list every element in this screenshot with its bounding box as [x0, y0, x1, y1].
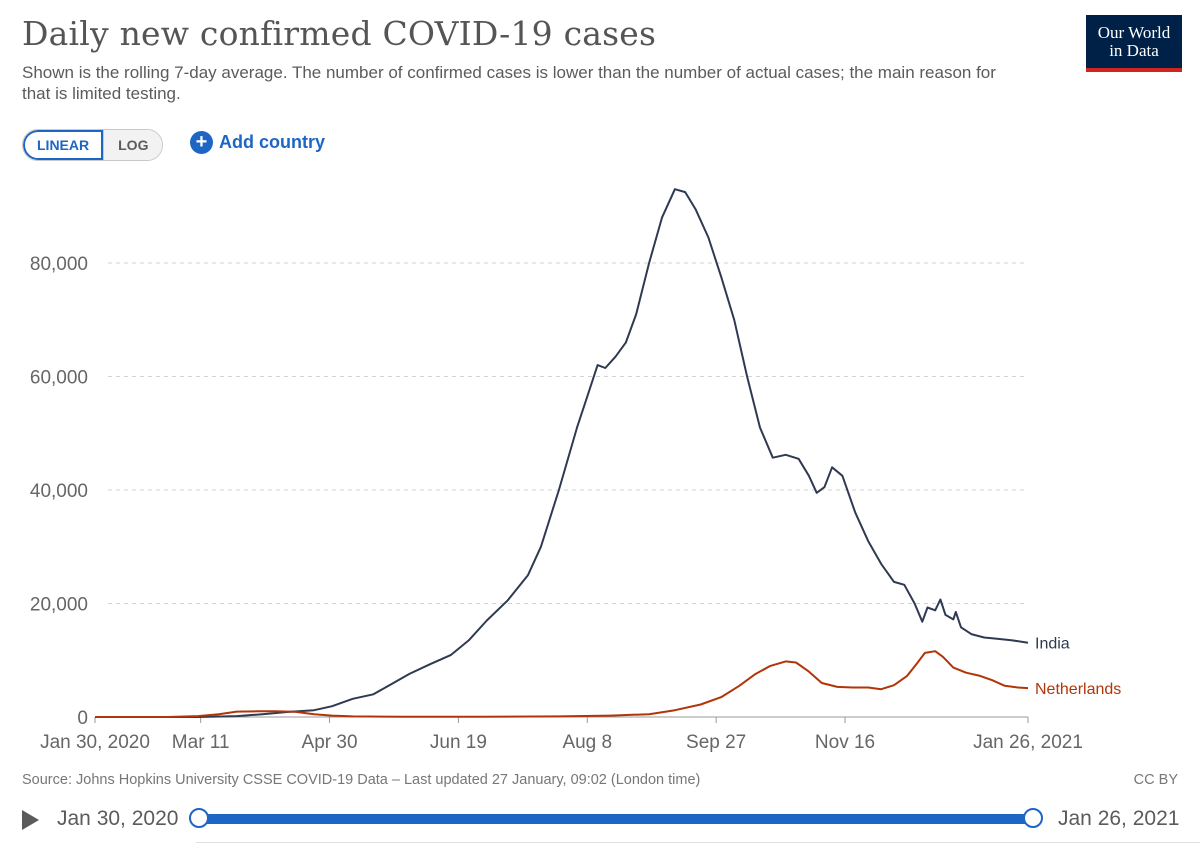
- series-labels: India Netherlands: [1035, 636, 1121, 698]
- y-axis-labels: 0 20,000 40,000 60,000 80,000: [30, 254, 88, 729]
- add-country-button[interactable]: + Add country: [190, 131, 325, 154]
- linear-scale-button[interactable]: LINEAR: [23, 130, 104, 160]
- x-tick-label: Apr 30: [302, 732, 358, 753]
- timeline-start-handle[interactable]: [189, 808, 209, 828]
- y-tick-label: 40,000: [30, 481, 88, 502]
- logo-line-2: in Data: [1109, 41, 1159, 60]
- timeline-divider: [196, 842, 1200, 843]
- series-lines: [95, 188, 1029, 718]
- play-icon[interactable]: [22, 810, 39, 830]
- x-tick-label: Nov 16: [815, 732, 875, 753]
- grid-lines: [94, 262, 1029, 723]
- series-label-india[interactable]: India: [1035, 636, 1070, 653]
- y-tick-label: 0: [77, 708, 88, 729]
- x-tick-label: Jan 30, 2020: [40, 732, 150, 753]
- y-tick-label: 60,000: [30, 368, 88, 389]
- chart-subtitle: Shown is the rolling 7-day average. The …: [22, 63, 996, 103]
- timeline-range-track[interactable]: [198, 814, 1034, 824]
- chart-title: Daily new confirmed COVID-19 cases: [22, 14, 657, 53]
- x-tick-label: Jan 26, 2021: [973, 732, 1083, 753]
- series-line-india[interactable]: [95, 188, 1029, 718]
- plus-circle-icon: +: [190, 131, 213, 154]
- timeline: Jan 30, 2020 Jan 26, 2021: [0, 798, 1200, 845]
- log-scale-button[interactable]: LOG: [103, 130, 163, 160]
- line-chart: 0 20,000 40,000 60,000 80,000 Jan 30, 2020 Ma…: [30, 188, 1121, 753]
- timeline-end-handle[interactable]: [1023, 808, 1043, 828]
- add-country-label: Add country: [219, 132, 325, 152]
- timeline-end-label: Jan 26, 2021: [1058, 807, 1180, 830]
- source-note: Source: Johns Hopkins University CSSE CO…: [22, 772, 701, 788]
- scale-toggle: LINEAR LOG: [22, 129, 164, 161]
- series-line-netherlands[interactable]: [95, 650, 1029, 718]
- x-tick-label: Aug 8: [562, 732, 612, 753]
- series-label-netherlands[interactable]: Netherlands: [1035, 681, 1121, 698]
- x-tick-label: Sep 27: [686, 732, 746, 753]
- timeline-start-label: Jan 30, 2020: [57, 807, 179, 830]
- x-tick-label: Jun 19: [430, 732, 487, 753]
- x-axis-labels: Jan 30, 2020 Mar 11 Apr 30 Jun 19 Aug 8 Sep 2…: [40, 732, 1083, 753]
- logo-line-1: Our World: [1097, 23, 1171, 42]
- y-tick-label: 80,000: [30, 254, 88, 275]
- license-link[interactable]: CC BY: [1133, 772, 1178, 788]
- y-tick-label: 20,000: [30, 595, 88, 616]
- x-tick-label: Mar 11: [172, 732, 230, 753]
- owid-logo[interactable]: Our World in Data: [1086, 15, 1182, 72]
